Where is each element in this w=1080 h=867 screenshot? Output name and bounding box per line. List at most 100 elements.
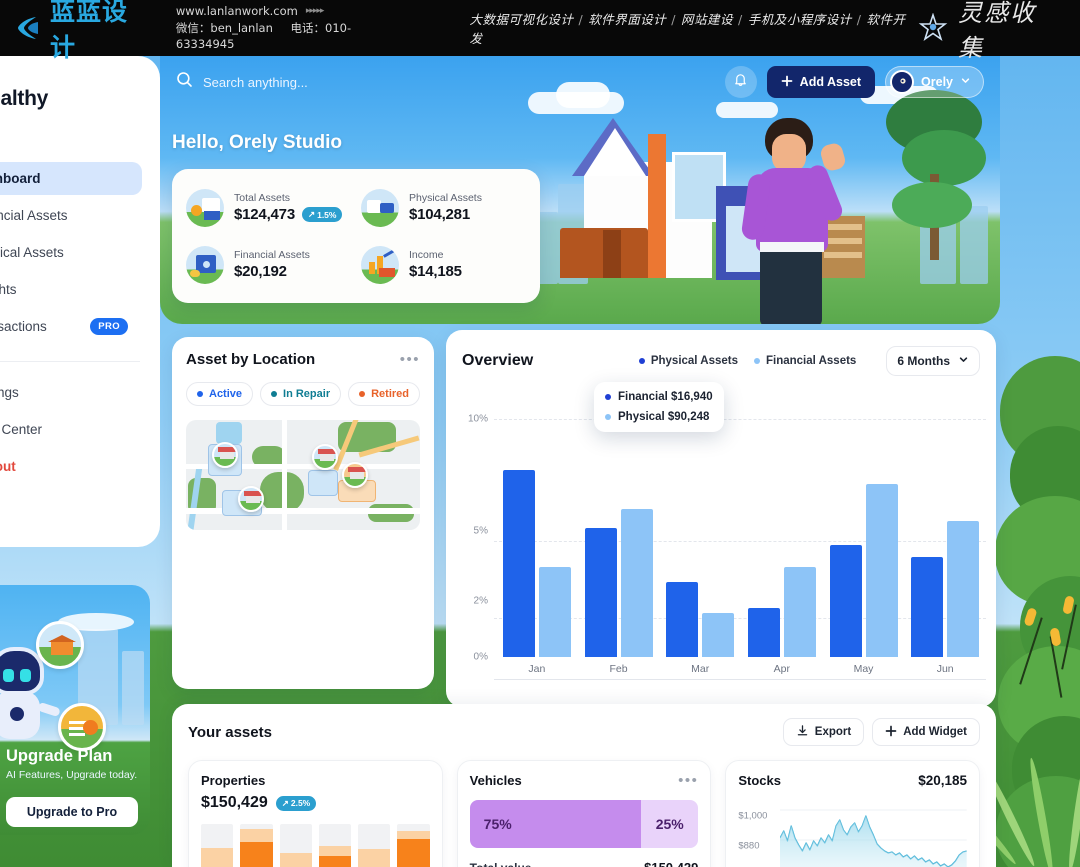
- stat-label: Income: [409, 249, 444, 261]
- tile-stocks: Stocks $20,185 $1,000 $880 $800 $600: [725, 760, 981, 867]
- tile-title: Properties: [201, 773, 266, 788]
- status-badge: ↗ 1.5%: [301, 207, 343, 222]
- sidebar-item-help-center[interactable]: Help Center: [0, 413, 142, 446]
- mini-bar[interactable]: [318, 824, 352, 867]
- map-pin[interactable]: [212, 442, 238, 468]
- overview-header: Overview Physical Assets Financial Asset…: [462, 346, 980, 376]
- location-map[interactable]: [186, 420, 420, 530]
- grid-line: [494, 617, 986, 619]
- user-menu-button[interactable]: Orely: [885, 66, 984, 98]
- sidebar-item-transactions[interactable]: Transactions PRO: [0, 310, 142, 343]
- upgrade-text: Upgrade Plan AI Features, Upgrade today.: [6, 747, 138, 781]
- more-options-icon[interactable]: •••: [399, 351, 420, 368]
- chip-active[interactable]: Active: [186, 382, 254, 406]
- chip-in-repair[interactable]: In Repair: [260, 382, 342, 406]
- legend-dot-icon: [753, 358, 760, 364]
- promo-logo: 蓝蓝设计: [14, 0, 154, 64]
- mini-bar[interactable]: [397, 824, 430, 867]
- bar-group-jan: [496, 414, 578, 657]
- tooltip-label: Financial $16,940: [618, 391, 713, 403]
- y-tick-label: 10%: [467, 413, 488, 425]
- mini-bar[interactable]: [279, 824, 312, 867]
- promo-services: 大数据可视化设计 / 软件界面设计 / 网站建设 / 手机及小程序设计 / 软件开发: [469, 12, 906, 46]
- promo-banner: 蓝蓝设计 www.lanlanwork.com ▸▸▸▸▸ 微信：ben_lan…: [0, 0, 1080, 62]
- add-widget-label: Add Widget: [903, 726, 967, 738]
- upgrade-plan-card[interactable]: Upgrade Plan AI Features, Upgrade today.…: [0, 585, 150, 835]
- truck-icon: [361, 188, 399, 227]
- x-tick-label: Jan: [528, 663, 546, 675]
- bar-financial[interactable]: [783, 567, 816, 657]
- bar-physical[interactable]: [502, 469, 535, 657]
- star-logo-icon: [918, 12, 948, 43]
- sidebar-item-physical-assets[interactable]: Physical Assets: [0, 236, 142, 269]
- stat-income: Income $14,185: [361, 238, 526, 291]
- promo-arrows-icon: ▸▸▸▸▸: [305, 5, 325, 16]
- sidebar-item-label: Help Center: [0, 422, 43, 437]
- bar-financial[interactable]: [702, 613, 735, 657]
- sidebar-item-settings[interactable]: Settings: [0, 376, 142, 409]
- stocks-sparkline[interactable]: [779, 804, 968, 867]
- sidebar-item-logout[interactable]: Logout: [0, 450, 142, 483]
- stat-value: $124,473: [234, 206, 295, 223]
- notification-bell-button[interactable]: [724, 66, 757, 98]
- bar-physical[interactable]: [666, 581, 699, 657]
- map-pin[interactable]: [312, 444, 338, 470]
- legend-dot-icon: [638, 358, 645, 364]
- delta-value: 2.5%: [290, 798, 311, 808]
- tile-title: Stocks: [738, 773, 781, 788]
- total-value-label: Total value: [470, 861, 532, 867]
- bar-physical[interactable]: [911, 557, 944, 657]
- export-button[interactable]: Export: [782, 718, 865, 746]
- stat-label: Physical Assets: [409, 192, 482, 204]
- app-brand-name: Wealthy: [0, 87, 49, 110]
- sidebar-nav: Dashboard Financial Assets Physical Asse…: [0, 162, 142, 343]
- app-window: W Wealthy Dashboard Financial Assets: [0, 56, 1080, 867]
- add-asset-label: Add Asset: [799, 75, 862, 89]
- stat-label: Financial Assets: [234, 249, 310, 261]
- promo-service-1: 软件界面设计: [588, 12, 667, 27]
- bar-physical[interactable]: [747, 608, 780, 657]
- add-asset-button[interactable]: Add Asset: [766, 66, 876, 98]
- promo-phone: 电话：010-63334945: [175, 20, 352, 52]
- bar-financial[interactable]: [865, 484, 898, 657]
- bar-financial[interactable]: [538, 567, 571, 657]
- your-assets-actions: Export Add Widget: [782, 718, 980, 746]
- tile-value: $20,185: [918, 773, 968, 788]
- chip-label: Active: [209, 388, 243, 400]
- add-widget-button[interactable]: Add Widget: [872, 718, 980, 746]
- search-input[interactable]: Search anything...: [176, 71, 308, 93]
- bar-physical[interactable]: [829, 545, 862, 657]
- split-label: 75%: [483, 816, 512, 832]
- sidebar-item-insights[interactable]: Insights: [0, 273, 142, 306]
- bar-financial[interactable]: [947, 520, 980, 657]
- more-options-icon[interactable]: •••: [678, 772, 699, 789]
- promo-service-4: 软件开发: [469, 12, 906, 46]
- range-selector[interactable]: 6 Months: [886, 346, 980, 376]
- status-dot-icon: [271, 391, 278, 397]
- mini-bar[interactable]: [240, 824, 273, 867]
- user-name: Orely: [921, 75, 953, 89]
- card-header: Asset by Location •••: [186, 351, 420, 368]
- tile-header: Stocks $20,185: [738, 773, 967, 788]
- split-segment-cars[interactable]: 75%: [469, 800, 642, 848]
- x-axis: Jan Feb Mar Apr May Jun: [496, 657, 986, 679]
- y-tick-label: 0%: [473, 651, 488, 663]
- sidebar-item-dashboard[interactable]: Dashboard: [0, 162, 142, 195]
- tile-title: Vehicles: [469, 773, 522, 788]
- map-pin[interactable]: [342, 462, 368, 488]
- topbar: Search anything... Add Asset: [160, 56, 1000, 108]
- map-pin[interactable]: [238, 486, 264, 512]
- bar-physical[interactable]: [584, 528, 617, 657]
- promo-inspiration-brand: 灵感收集: [958, 0, 1037, 62]
- legend-label: Physical Assets: [650, 355, 738, 367]
- sidebar-item-label: Dashboard: [0, 171, 41, 186]
- sidebar-item-financial-assets[interactable]: Financial Assets: [0, 199, 142, 232]
- mini-bar[interactable]: [358, 824, 391, 867]
- chip-retired[interactable]: Retired: [348, 382, 421, 406]
- split-segment-motocycles[interactable]: 25%: [641, 800, 699, 848]
- mini-bar[interactable]: [201, 824, 234, 867]
- upgrade-to-pro-button[interactable]: Upgrade to Pro: [6, 797, 138, 827]
- promo-contact: www.lanlanwork.com ▸▸▸▸▸ 微信：ben_lanlan 电…: [176, 3, 424, 53]
- bar-financial[interactable]: [620, 508, 653, 657]
